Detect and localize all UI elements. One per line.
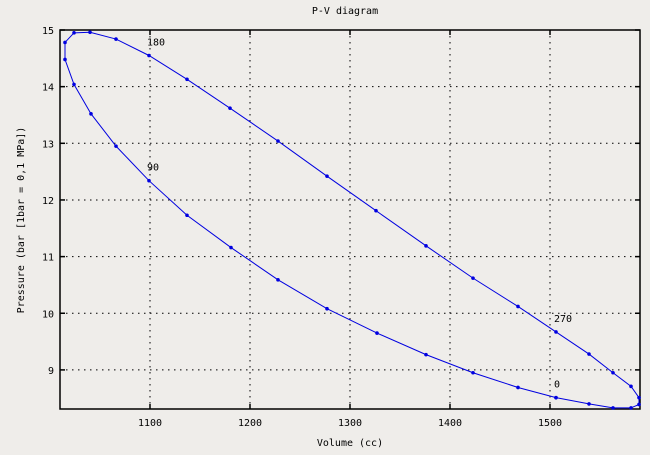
data-point [72, 31, 76, 35]
grid [60, 30, 640, 409]
data-point [147, 178, 151, 183]
x-tick-label: 1400 [438, 418, 462, 429]
data-point [554, 330, 558, 334]
y-tick-label: 15 [42, 26, 54, 37]
data-point [325, 174, 329, 178]
data-point [587, 352, 591, 356]
data-point [637, 395, 641, 400]
y-tick-label: 10 [42, 309, 54, 320]
data-point [185, 213, 189, 218]
x-axis-label: Volume (cc) [317, 438, 383, 449]
y-tick-label: 11 [42, 253, 54, 264]
angle-annotation: 180 [147, 37, 165, 48]
data-point [587, 402, 591, 406]
x-tick-label: 1100 [138, 418, 162, 429]
data-point [471, 276, 475, 280]
y-axis-label: Pressure (bar [1bar = 0,1 MPa]) [16, 127, 27, 314]
plot-frame [59, 29, 641, 410]
y-tick-label: 12 [42, 196, 54, 207]
angle-annotation: 270 [554, 314, 572, 325]
chart-title: P-V diagram [312, 6, 378, 17]
data-point [637, 402, 641, 407]
x-tick-label: 1300 [338, 418, 362, 429]
data-point [516, 304, 520, 309]
data-point [185, 77, 189, 82]
data-point [114, 144, 118, 148]
y-tick-label: 14 [42, 83, 54, 94]
angle-annotation: 90 [147, 163, 159, 174]
data-point [88, 30, 92, 35]
data-point [276, 139, 280, 143]
data-point [424, 352, 428, 357]
data-point [229, 245, 233, 250]
data-point [471, 370, 475, 375]
series-line [64, 31, 640, 409]
x-tick-label: 1200 [238, 418, 262, 429]
data-point [325, 306, 329, 311]
data-point [611, 370, 615, 375]
data-point [276, 278, 280, 282]
series [63, 30, 641, 410]
y-tick-label: 13 [42, 139, 54, 150]
data-point [629, 384, 633, 389]
y-tick-label: 9 [48, 366, 54, 377]
data-point [424, 244, 428, 248]
data-point [629, 406, 633, 410]
data-point [374, 208, 378, 213]
data-point [516, 385, 520, 390]
ticks: 1100 1200 1300 1400 1500 9 10 11 12 13 14 15 [42, 26, 640, 429]
data-point [554, 395, 558, 400]
data-point [611, 406, 615, 410]
data-point [63, 40, 67, 45]
x-tick-label: 1500 [538, 418, 562, 429]
angle-annotation: 0 [554, 380, 560, 391]
data-point [89, 112, 93, 116]
annotations: 0 90 180 270 [147, 37, 572, 390]
data-point [72, 82, 76, 87]
data-point [114, 37, 118, 41]
data-point [228, 106, 232, 110]
data-point [147, 53, 151, 58]
data-point [375, 331, 379, 335]
data-point [63, 57, 67, 62]
